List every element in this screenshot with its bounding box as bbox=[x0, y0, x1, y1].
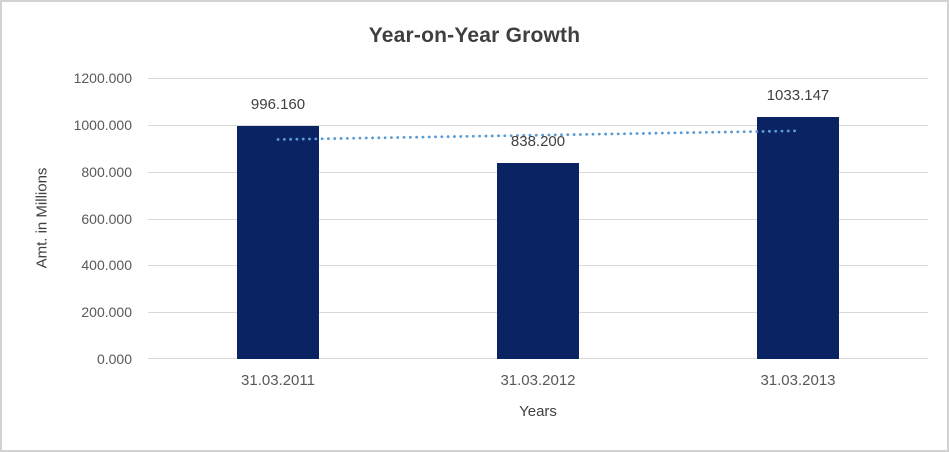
plot-area: 996.160 838.200 1033.147 bbox=[148, 78, 928, 359]
chart-title: Year-on-Year Growth bbox=[368, 24, 581, 47]
x-tick-label: 31.03.2013 bbox=[760, 372, 836, 389]
y-tick-label: 0.000 bbox=[96, 351, 132, 367]
x-axis-title: Years bbox=[519, 403, 557, 420]
bar bbox=[497, 162, 579, 359]
data-label: 1033.147 bbox=[766, 87, 830, 105]
y-tick-label: 1200.000 bbox=[73, 70, 132, 86]
x-tick-label: 31.03.2012 bbox=[500, 372, 576, 389]
y-tick-label: 1000.000 bbox=[73, 116, 132, 133]
x-tick-label: 31.03.2011 bbox=[241, 372, 315, 389]
y-tick-label: 400.000 bbox=[81, 257, 132, 274]
y-tick-label: 600.000 bbox=[81, 210, 132, 227]
data-label: 838.200 bbox=[510, 132, 566, 150]
trendline bbox=[276, 129, 800, 141]
gridline bbox=[148, 78, 928, 79]
gridline bbox=[148, 125, 928, 126]
bar bbox=[757, 117, 839, 359]
y-tick-label: 800.000 bbox=[81, 163, 132, 180]
y-tick-label: 200.000 bbox=[81, 304, 132, 321]
bar bbox=[237, 125, 319, 359]
data-label: 996.160 bbox=[250, 95, 306, 113]
